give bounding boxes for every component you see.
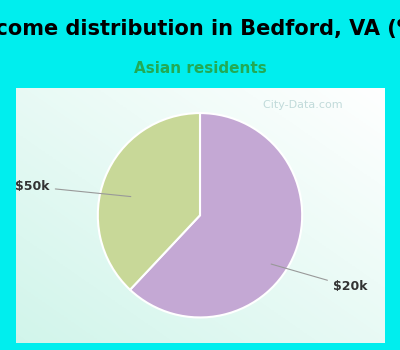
Text: $50k: $50k xyxy=(15,180,131,197)
Text: Asian residents: Asian residents xyxy=(134,61,266,76)
Wedge shape xyxy=(98,113,200,290)
Text: City-Data.com: City-Data.com xyxy=(256,100,343,110)
Wedge shape xyxy=(130,113,302,317)
Text: Income distribution in Bedford, VA (%): Income distribution in Bedford, VA (%) xyxy=(0,19,400,39)
Text: $20k: $20k xyxy=(271,264,367,293)
